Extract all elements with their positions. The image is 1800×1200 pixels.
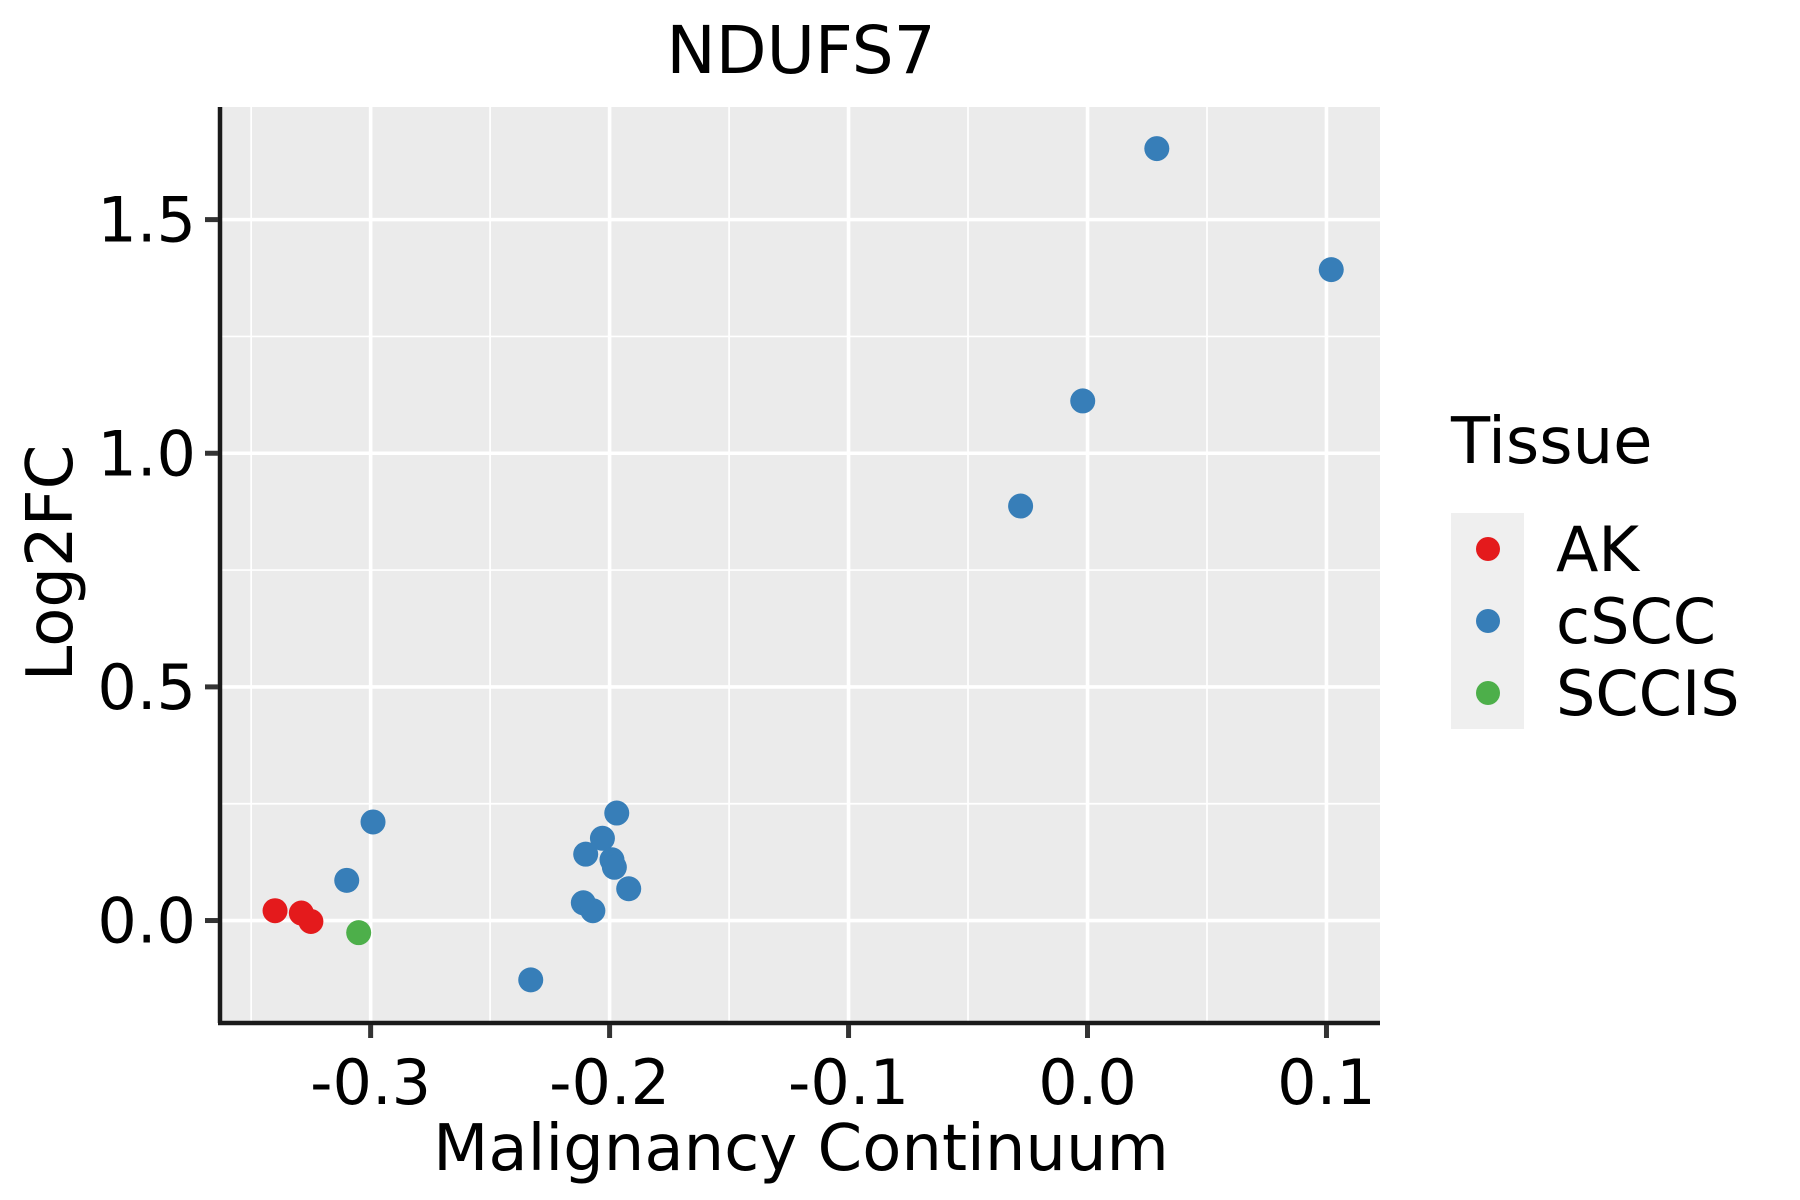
- x-tick-label: 0.1: [1277, 1046, 1376, 1119]
- x-tick-label: -0.1: [788, 1046, 909, 1119]
- x-tick-label: 0.0: [1038, 1046, 1137, 1119]
- legend-item-AK: AK: [1451, 512, 1800, 586]
- data-point-cSCC: [334, 867, 360, 893]
- legend-item-SCCIS: SCCIS: [1451, 656, 1800, 730]
- panel-background: [222, 107, 1380, 1021]
- data-point-AK: [262, 898, 288, 924]
- plot-title: NDUFS7: [666, 12, 936, 89]
- data-point-cSCC: [589, 825, 615, 851]
- data-point-cSCC: [601, 854, 627, 880]
- data-point-cSCC: [580, 898, 606, 924]
- y-tick-label: 1.5: [97, 184, 196, 257]
- legend-title: Tissue: [1451, 405, 1653, 479]
- data-point-cSCC: [1144, 136, 1170, 162]
- data-point-SCCIS: [346, 920, 372, 946]
- data-point-cSCC: [1318, 257, 1344, 283]
- data-point-cSCC: [573, 841, 599, 867]
- y-tick-label: 0.0: [97, 885, 196, 958]
- data-point-AK: [298, 908, 324, 934]
- data-point-cSCC: [518, 967, 544, 993]
- legend-dot-icon: [1475, 609, 1500, 633]
- y-tick-label: 1.0: [97, 417, 196, 490]
- legend-dot-icon: [1475, 681, 1500, 705]
- y-tick-label: 0.5: [97, 651, 196, 724]
- legend-key: [1451, 657, 1524, 729]
- legend-label: cSCC: [1556, 584, 1717, 658]
- legend-items: AK cSCC SCCIS: [1451, 512, 1800, 730]
- legend-key: [1451, 585, 1524, 657]
- x-tick-label: -0.2: [549, 1046, 670, 1119]
- legend: Tissue AK cSCC SCCIS: [1451, 405, 1800, 730]
- legend-label: SCCIS: [1556, 656, 1740, 730]
- data-point-cSCC: [604, 800, 630, 826]
- data-point-cSCC: [360, 809, 386, 835]
- data-point-cSCC: [1070, 388, 1096, 414]
- data-point-cSCC: [1008, 493, 1034, 519]
- legend-key: [1451, 513, 1524, 585]
- legend-label: AK: [1556, 512, 1640, 586]
- legend-item-cSCC: cSCC: [1451, 584, 1800, 658]
- legend-dot-icon: [1475, 537, 1500, 561]
- x-axis-title: Malignancy Continuum: [433, 1112, 1169, 1186]
- data-point-cSCC: [616, 876, 642, 902]
- x-tick-label: -0.3: [310, 1046, 431, 1119]
